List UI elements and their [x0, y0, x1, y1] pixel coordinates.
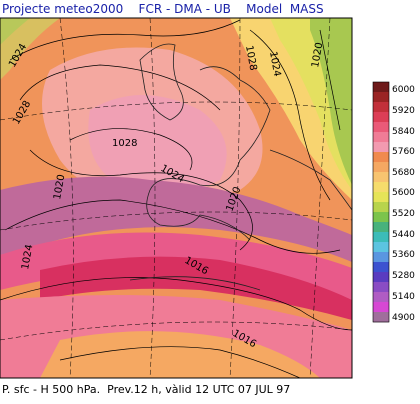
colorbar-label: 5360: [392, 250, 415, 260]
colorbar-swatch: [373, 232, 389, 243]
colorbar-frame: [372, 81, 390, 323]
colorbar-swatch: [373, 142, 389, 153]
colorbar-label: 5140: [392, 292, 415, 302]
colorbar-swatch: [373, 302, 389, 313]
colorbar: 6000 5920 5840 5760 5680 5600 5520 5440 5360 5280…: [372, 81, 415, 323]
contour-label: 1028: [243, 45, 258, 72]
colorbar-swatch: [373, 222, 389, 233]
colorbar-label: 5840: [392, 127, 415, 137]
caption: P. sfc - H 500 hPa. Prev.12 h, vàlid 12 …: [2, 383, 290, 396]
colorbar-label: 6000: [392, 85, 415, 95]
contour-label: 1028: [112, 138, 137, 149]
colorbar-label: 4900: [392, 313, 415, 323]
colorbar-label: 5280: [392, 271, 415, 281]
colorbar-swatch: [373, 172, 389, 183]
title: Projecte meteo2000 FCR - DMA - UB Model …: [2, 2, 324, 16]
colorbar-label: 5520: [392, 209, 415, 219]
contour-label: 1024: [20, 244, 35, 271]
colorbar-swatch: [373, 212, 389, 223]
colorbar-swatch: [373, 162, 389, 173]
colorbar-swatch: [373, 312, 389, 323]
colorbar-label: 5920: [392, 106, 415, 116]
colorbar-swatch: [373, 112, 389, 123]
colorbar-swatch: [373, 182, 389, 193]
colorbar-swatch: [373, 192, 389, 203]
colorbar-swatch: [373, 102, 389, 113]
colorbar-swatch: [373, 132, 389, 143]
contour-label: 1020: [52, 174, 67, 201]
colorbar-swatch: [373, 262, 389, 273]
colorbar-label: 5760: [392, 147, 415, 157]
colorbar-swatch: [373, 82, 389, 93]
contour-label: 1020: [310, 42, 325, 69]
contour-label: 1024: [267, 51, 282, 78]
colorbar-swatch: [373, 122, 389, 133]
colorbar-swatch: [373, 92, 389, 103]
colorbar-swatch: [373, 252, 389, 263]
colorbar-swatch: [373, 272, 389, 283]
colorbar-swatch: [373, 242, 389, 253]
colorbar-swatch: [373, 202, 389, 213]
colorbar-label: 5440: [392, 230, 415, 240]
colorbar-label: 5600: [392, 188, 415, 198]
colorbar-label: 5680: [392, 168, 415, 178]
colorbar-swatch: [373, 282, 389, 293]
colorbar-swatch: [373, 152, 389, 163]
colorbar-swatch: [373, 292, 389, 303]
map: [0, 17, 353, 379]
